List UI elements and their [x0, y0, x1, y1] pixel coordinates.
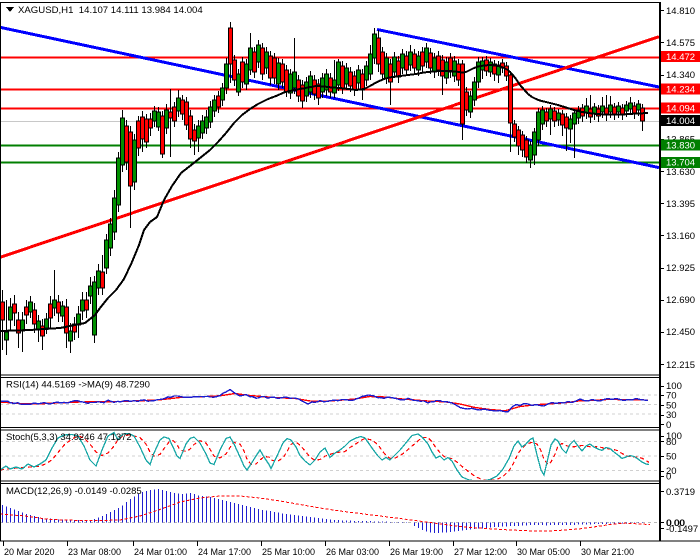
svg-text:14.094: 14.094 [666, 104, 695, 115]
svg-text:XAGUSD,H1 14.107 14.111 13.98: XAGUSD,H1 14.107 14.111 13.984 14.004 [18, 5, 203, 16]
svg-text:80: 80 [666, 437, 677, 448]
svg-text:12.215: 12.215 [666, 360, 695, 371]
svg-text:0.00: 0.00 [666, 518, 685, 529]
svg-text:0: 0 [666, 472, 671, 483]
svg-text:26 Mar 03:00: 26 Mar 03:00 [326, 547, 379, 557]
svg-text:RSI(14) 44.5169 ->MA(9) 48.72: RSI(14) 44.5169 ->MA(9) 48.7290 [6, 380, 150, 391]
svg-text:0: 0 [666, 420, 671, 431]
svg-text:12.450: 12.450 [666, 327, 695, 338]
svg-text:30: 30 [666, 410, 677, 421]
svg-text:13.704: 13.704 [666, 158, 695, 169]
svg-text:14.810: 14.810 [666, 6, 695, 17]
svg-text:0.3719: 0.3719 [666, 487, 695, 498]
svg-text:50: 50 [666, 451, 677, 462]
svg-text:26 Mar 19:00: 26 Mar 19:00 [390, 547, 443, 557]
svg-text:70: 70 [666, 391, 677, 402]
svg-text:50: 50 [666, 401, 677, 412]
svg-text:12.690: 12.690 [666, 295, 695, 306]
svg-text:30 Mar 21:00: 30 Mar 21:00 [581, 547, 634, 557]
svg-text:13.395: 13.395 [666, 199, 695, 210]
svg-text:24 Mar 01:00: 24 Mar 01:00 [134, 547, 187, 557]
svg-text:14.575: 14.575 [666, 38, 695, 49]
svg-text:100: 100 [666, 431, 682, 442]
svg-text:30 Mar 05:00: 30 Mar 05:00 [517, 547, 570, 557]
svg-text:14.004: 14.004 [666, 116, 695, 127]
svg-text:23 Mar 08:00: 23 Mar 08:00 [68, 547, 121, 557]
svg-text:0.00: 0.00 [667, 518, 686, 529]
svg-text:27 Mar 12:00: 27 Mar 12:00 [454, 547, 507, 557]
svg-text:-0.1497: -0.1497 [666, 524, 698, 535]
svg-text:MACD(12,26,9) -0.0149 -0.0285: MACD(12,26,9) -0.0149 -0.0285 [6, 486, 142, 497]
svg-text:14.234: 14.234 [666, 84, 695, 95]
svg-text:13.160: 13.160 [666, 231, 695, 242]
svg-text:14.472: 14.472 [666, 52, 695, 63]
svg-text:20: 20 [666, 466, 677, 477]
svg-text:24 Mar 17:00: 24 Mar 17:00 [198, 547, 251, 557]
svg-text:25 Mar 10:00: 25 Mar 10:00 [262, 547, 315, 557]
svg-text:13.830: 13.830 [666, 141, 695, 152]
svg-text:Stoch(5,3,3) 34.9246 47.1372: Stoch(5,3,3) 34.9246 47.1372 [6, 432, 132, 443]
svg-text:100: 100 [666, 381, 682, 392]
svg-text:12.925: 12.925 [666, 263, 695, 274]
svg-text:14.340: 14.340 [666, 70, 695, 81]
svg-text:13.630: 13.630 [666, 167, 695, 178]
svg-text:20 Mar 2020: 20 Mar 2020 [4, 547, 55, 557]
